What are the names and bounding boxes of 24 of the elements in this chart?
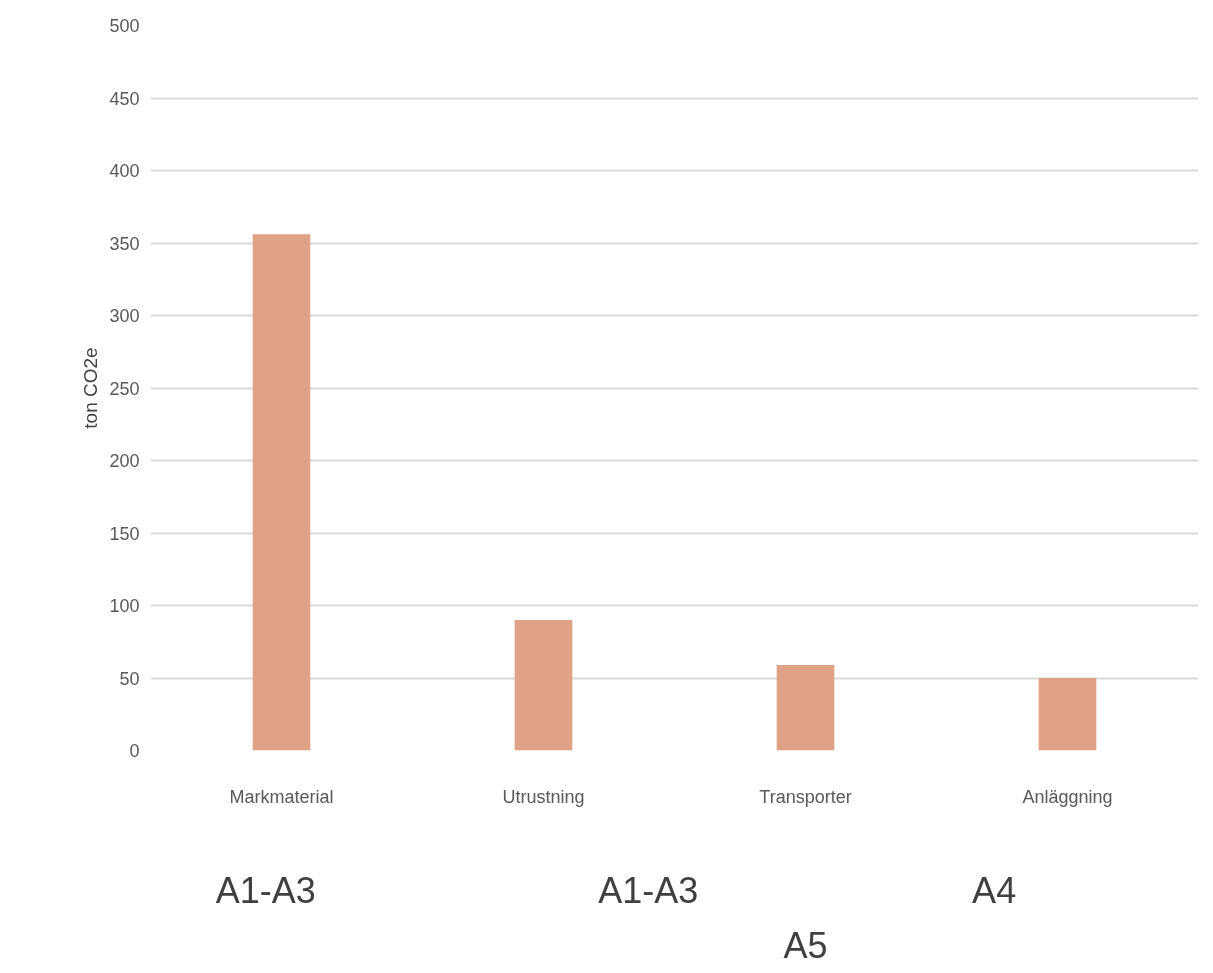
x-tick-label: Anläggning: [1022, 786, 1113, 807]
y-tick-label: 500: [109, 16, 140, 36]
y-tick-label: 0: [129, 741, 140, 761]
y-tick-label: 150: [109, 523, 140, 544]
bar: [252, 234, 311, 751]
y-tick-label: 100: [109, 596, 140, 616]
y-tick-label: 400: [109, 161, 140, 181]
text: A5: [783, 925, 828, 966]
y-tick-label: 350: [109, 233, 140, 254]
x-tick-label: Utrustning: [502, 786, 585, 807]
y-axis-title: ton CO2e: [80, 347, 102, 429]
y-tick-label: 300: [109, 306, 140, 326]
bar: [776, 664, 835, 751]
text: A1-A3: [215, 870, 316, 911]
x-tick-label: Markmaterial: [229, 786, 334, 807]
y-tick-label: 250: [109, 378, 140, 399]
bar: [1038, 678, 1097, 751]
bar: [514, 620, 573, 751]
y-tick-label: 200: [109, 451, 140, 471]
y-tick-label: 450: [109, 88, 140, 109]
x-tick-label: Transporter: [759, 786, 852, 807]
y-tick-label: 50: [119, 668, 140, 689]
text: A1-A3: [598, 870, 699, 911]
text: A4: [972, 870, 1017, 911]
